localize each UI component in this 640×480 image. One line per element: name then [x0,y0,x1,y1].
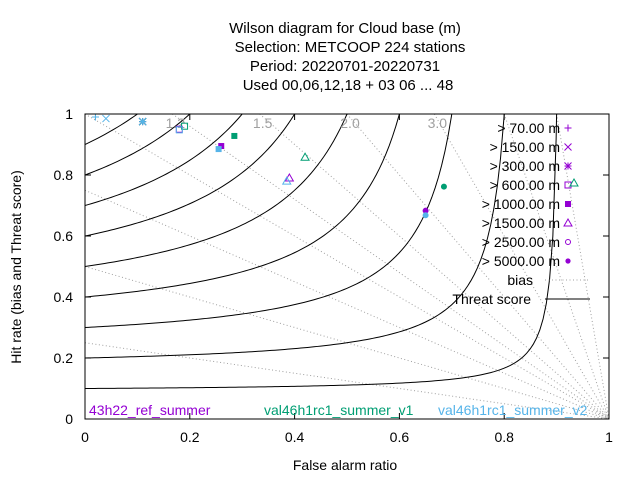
y-tick-label-4: 0.8 [54,167,74,183]
legend: > 70.00 m > 150.00 m > 300.00 m > 600.00 m >… [452,120,590,307]
bias-label-1: 1.5 [253,115,273,131]
series-label-1: val46h1rc1_summer_v1 [264,402,414,418]
legend-label-5: > 1500.00 m [482,215,560,231]
series-labels: 43h22_ref_summer val46h1rc1_summer_v1 val4… [89,402,588,418]
plot-frame [84,113,610,420]
threat-curve-2 [85,114,453,328]
bias-labels: 1.2 1.5 2.0 3.0 [166,115,448,131]
legend-marker-0 [564,124,572,132]
x-tick-label-0: 0 [81,429,89,445]
x-tick-label-3: 0.6 [390,429,410,445]
marker-s2-p2 [138,117,147,126]
legend-marker-6 [565,239,571,245]
threat-curve-6 [85,114,243,206]
marker-s1-p4 [231,132,238,139]
marker-s0-p7 [423,208,429,214]
legend-marker-4 [565,201,571,207]
x-tick-label-1: 0.2 [180,429,200,445]
threat-curve-3 [85,114,400,298]
legend-marker-2 [564,162,572,170]
bias-label-2: 2.0 [340,115,360,131]
legend-label-3: > 600.00 m [490,177,560,193]
legend-marker-1 [564,143,572,151]
threat-curve-4 [85,114,348,267]
marker-s0-p4 [218,143,225,150]
series-label-0: 43h22_ref_summer [89,402,211,418]
marker-s2-p0 [91,113,99,121]
y-axis-label: Hit rate (bias and Threat score) [8,170,24,364]
x-tick-label-2: 0.4 [285,429,305,445]
legend-label-1: > 150.00 m [490,139,560,155]
bias-line-8 [503,114,609,419]
legend-marker-7 [565,258,571,264]
title-line-3: Period: 20220701-20220731 [250,58,440,75]
x-tick-label-4: 0.8 [494,429,514,445]
marker-s2-p4 [215,146,222,153]
bias-line-9 [556,114,609,419]
marker-s1-p3 [181,122,189,130]
bias-label-3: 3.0 [428,115,448,131]
marker-s2-p7 [423,212,429,218]
bias-line-2 [346,114,609,419]
legend-label-6: > 2500.00 m [482,234,560,250]
axis-ticks: 0 0.2 0.4 0.6 0.8 1 0 0.2 0.4 0.6 0.8 1 [54,106,614,445]
marker-s2-p1 [102,114,110,123]
x-tick-label-5: 1 [605,429,613,445]
x-axis-label: False alarm ratio [293,457,397,473]
bias-line-6 [85,189,609,419]
legend-extra-marker [569,177,579,187]
legend-bias-label: bias [507,272,533,288]
marker-s2-p3 [175,126,183,134]
bias-line-0 [172,114,609,419]
threat-curve-5 [85,114,296,237]
threat-curve-7 [85,114,191,176]
bias-line-3 [433,114,609,419]
legend-label-2: > 300.00 m [490,158,560,174]
legend-marker-5 [563,217,573,227]
y-tick-label-1: 0.2 [54,350,74,366]
y-tick-label-2: 0.4 [54,289,74,305]
marker-s1-p7 [441,183,447,190]
marker-s1-p5 [300,152,310,161]
y-tick-label-5: 1 [65,106,73,122]
legend-label-7: > 5000.00 m [482,253,560,269]
legend-label-0: > 70.00 m [497,120,560,136]
legend-label-4: > 1000.00 m [482,196,560,212]
y-tick-label-0: 0 [65,411,73,427]
title-line-1: Wilson diagram for Cloud base (m) [229,20,461,37]
title-line-4: Used 00,06,12,18 + 03 06 ... 48 [243,77,454,94]
y-tick-label-3: 0.6 [54,228,74,244]
threat-score-curves [85,114,558,389]
marker-s2-p5 [281,176,292,185]
legend-threat-label: Threat score [452,291,531,307]
chart-title: Wilson diagram for Cloud base (m) Select… [229,20,465,94]
series-label-2: val46h1rc1_summer_v2 [438,402,588,418]
title-line-2: Selection: METCOOP 224 stations [235,39,466,56]
threat-curve-0 [85,114,558,389]
data-markers [91,113,447,219]
threat-curve-1 [85,114,505,359]
